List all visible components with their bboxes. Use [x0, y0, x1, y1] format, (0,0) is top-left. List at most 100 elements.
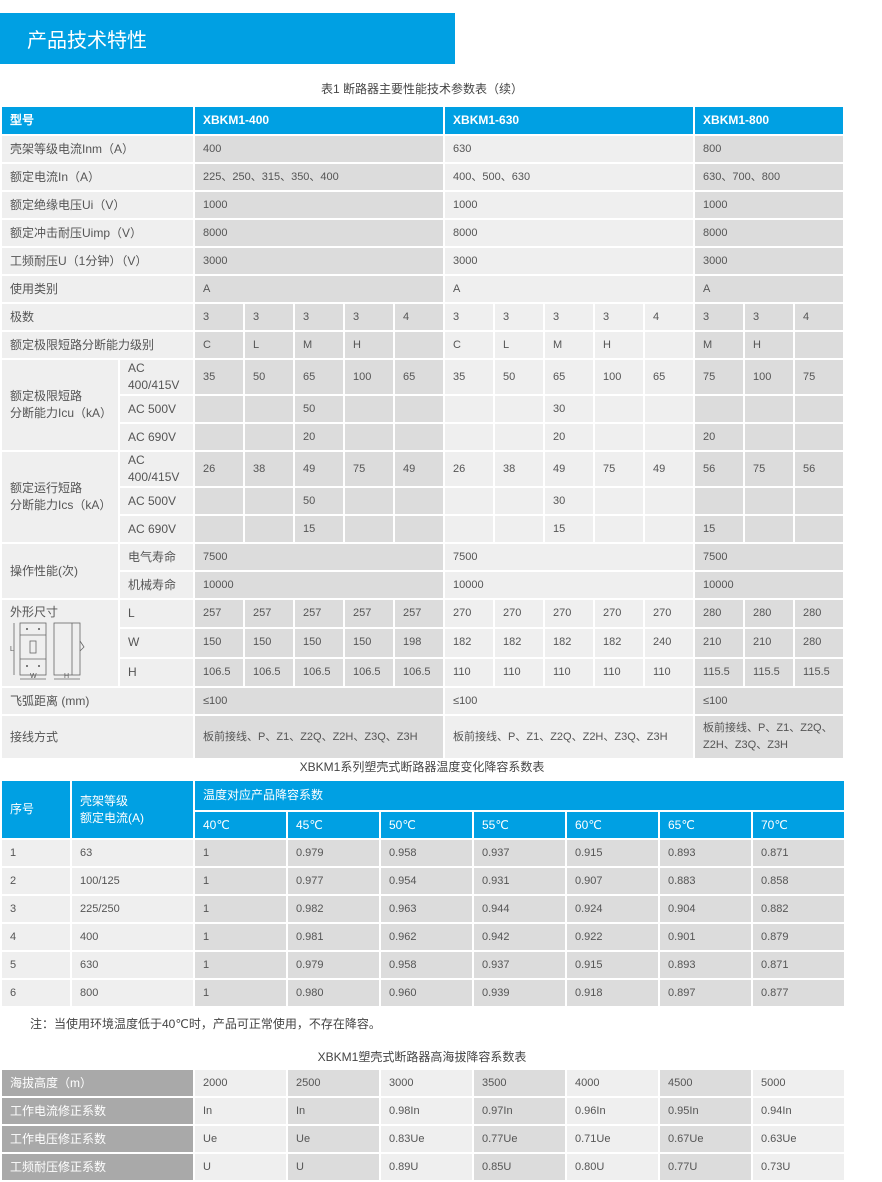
value-cell: 35: [443, 358, 496, 396]
value-cell: [793, 422, 846, 452]
value-cell: [593, 422, 646, 452]
value-cell: C: [443, 330, 496, 360]
row-label: 额定极限短路分断能力级别: [0, 330, 196, 360]
value-cell: [743, 486, 796, 516]
derating-value: 1: [193, 978, 288, 1008]
value-cell: 100: [593, 358, 646, 396]
section-title-banner: 产品技术特性: [0, 13, 455, 64]
derating-value: 0.981: [286, 922, 381, 952]
value-cell: 198: [393, 627, 446, 659]
header-temp: 70℃: [750, 810, 847, 840]
value-cell: 1000: [193, 190, 446, 220]
value-cell: 3000: [379, 1068, 474, 1098]
table-row: 海拔高度（m） 2000 2500 3000 3500 4000 4500 5000: [0, 1068, 846, 1098]
table-row: 6 800 1 0.980 0.960 0.939 0.918 0.897 0.877: [0, 978, 847, 1008]
header-temp: 40℃: [193, 810, 288, 840]
value-cell: 106.5: [393, 656, 446, 689]
header-derating-group: 温度对应产品降容系数: [192, 779, 847, 812]
derating-value: 0.907: [565, 866, 660, 896]
value-cell: 49: [393, 450, 446, 488]
value-cell: [643, 330, 696, 360]
value-cell: [393, 422, 446, 452]
value-cell: 8000: [693, 218, 846, 248]
value-cell: 3: [193, 302, 246, 332]
value-cell: 10000: [693, 570, 846, 600]
value-cell: In: [193, 1096, 288, 1126]
value-cell: 20: [693, 422, 746, 452]
value-cell: 0.94In: [751, 1096, 846, 1126]
value-cell: 板前接线、P、Z1、Z2Q、 Z2H、Z3Q、Z3H: [693, 714, 846, 760]
temperature-note: 注：当使用环境温度低于40℃时，产品可正常使用，不存在降容。: [30, 1017, 381, 1031]
value-cell: 1000: [693, 190, 846, 220]
value-cell: 板前接线、P、Z1、Z2Q、Z2H、Z3Q、Z3H: [443, 714, 696, 760]
value-cell: 106.5: [243, 656, 296, 689]
value-cell: 182: [493, 627, 546, 659]
value-cell: 20: [543, 422, 596, 452]
derating-value: 0.962: [379, 922, 474, 952]
row-label: 极数: [0, 302, 196, 332]
value-cell: 110: [643, 656, 696, 689]
value-cell: L: [493, 330, 546, 360]
value-cell: 182: [593, 627, 646, 659]
value-cell: 3: [543, 302, 596, 332]
value-cell: [643, 486, 696, 516]
value-cell: 3: [443, 302, 496, 332]
value-cell: 3000: [193, 246, 446, 276]
value-cell: 0.63Ue: [751, 1124, 846, 1154]
row-label: 工频耐压U（1分钟）（V）: [0, 246, 196, 276]
value-cell: 2500: [286, 1068, 381, 1098]
value-cell: [443, 394, 496, 424]
value-cell: 630、700、800: [693, 162, 846, 192]
row-label: 工作电压修正系数: [0, 1124, 195, 1154]
row-sub-label: L: [117, 597, 196, 630]
table-row: 外形尺寸 L W H L 257 257 257 257 257 270 270 270 270 270 28…: [0, 597, 846, 688]
row-group-label: 额定极限短路 分断能力Icu（kA）: [0, 358, 120, 452]
header-model-1: XBKM1-630: [443, 105, 696, 136]
value-cell: 38: [243, 450, 296, 488]
row-label: 使用类别: [0, 274, 196, 304]
derating-value: 0.958: [379, 950, 474, 980]
value-cell: 4500: [658, 1068, 753, 1098]
value-cell: 75: [343, 450, 396, 488]
header-temp: 65℃: [658, 810, 753, 840]
value-cell: 3: [293, 302, 346, 332]
table-row: H 106.5 106.5 106.5 106.5 106.5 110 110 110 110 11…: [1, 656, 846, 689]
derating-value: 0.954: [379, 866, 474, 896]
value-cell: [493, 486, 546, 516]
row-no: 2: [0, 866, 72, 896]
value-cell: [743, 422, 796, 452]
header-temp: 60℃: [565, 810, 660, 840]
table-row: AC 500V 50 30: [1, 394, 846, 424]
value-cell: 5000: [751, 1068, 846, 1098]
value-cell: 270: [643, 597, 696, 630]
derating-value: 0.882: [750, 894, 847, 924]
derating-value: 0.958: [379, 838, 474, 868]
value-cell: 65: [543, 358, 596, 396]
value-cell: [793, 330, 846, 360]
derating-value: 0.901: [658, 922, 753, 952]
value-cell: 150: [343, 627, 396, 659]
table-row: 额定极限短路分断能力级别 C L M H C L M H M H: [0, 330, 846, 360]
value-cell: 35: [193, 358, 246, 396]
value-cell: 3: [743, 302, 796, 332]
derating-value: 0.871: [750, 950, 847, 980]
derating-value: 1: [193, 922, 288, 952]
header-row-temps: 40℃ 45℃ 50℃ 55℃ 60℃ 65℃ 70℃: [1, 810, 847, 840]
value-cell: 106.5: [343, 656, 396, 689]
row-sub-label: H: [117, 656, 196, 689]
value-cell: 50: [293, 486, 346, 516]
value-cell: A: [443, 274, 696, 304]
value-cell: 50: [493, 358, 546, 396]
temperature-derating-table: 序号 壳架等级 额定电流(A) 温度对应产品降容系数 40℃ 45℃ 50℃ 55℃ 60℃ 6…: [0, 779, 847, 1008]
value-cell: U: [193, 1152, 288, 1182]
derating-value: 0.980: [286, 978, 381, 1008]
value-cell: 280: [793, 627, 846, 659]
value-cell: 0.80U: [565, 1152, 660, 1182]
derating-value: 0.883: [658, 866, 753, 896]
value-cell: 182: [443, 627, 496, 659]
value-cell: 3000: [693, 246, 846, 276]
value-cell: Ue: [286, 1124, 381, 1154]
dimension-drawing: L W H: [10, 621, 117, 685]
value-cell: 15: [693, 514, 746, 544]
value-cell: [643, 422, 696, 452]
